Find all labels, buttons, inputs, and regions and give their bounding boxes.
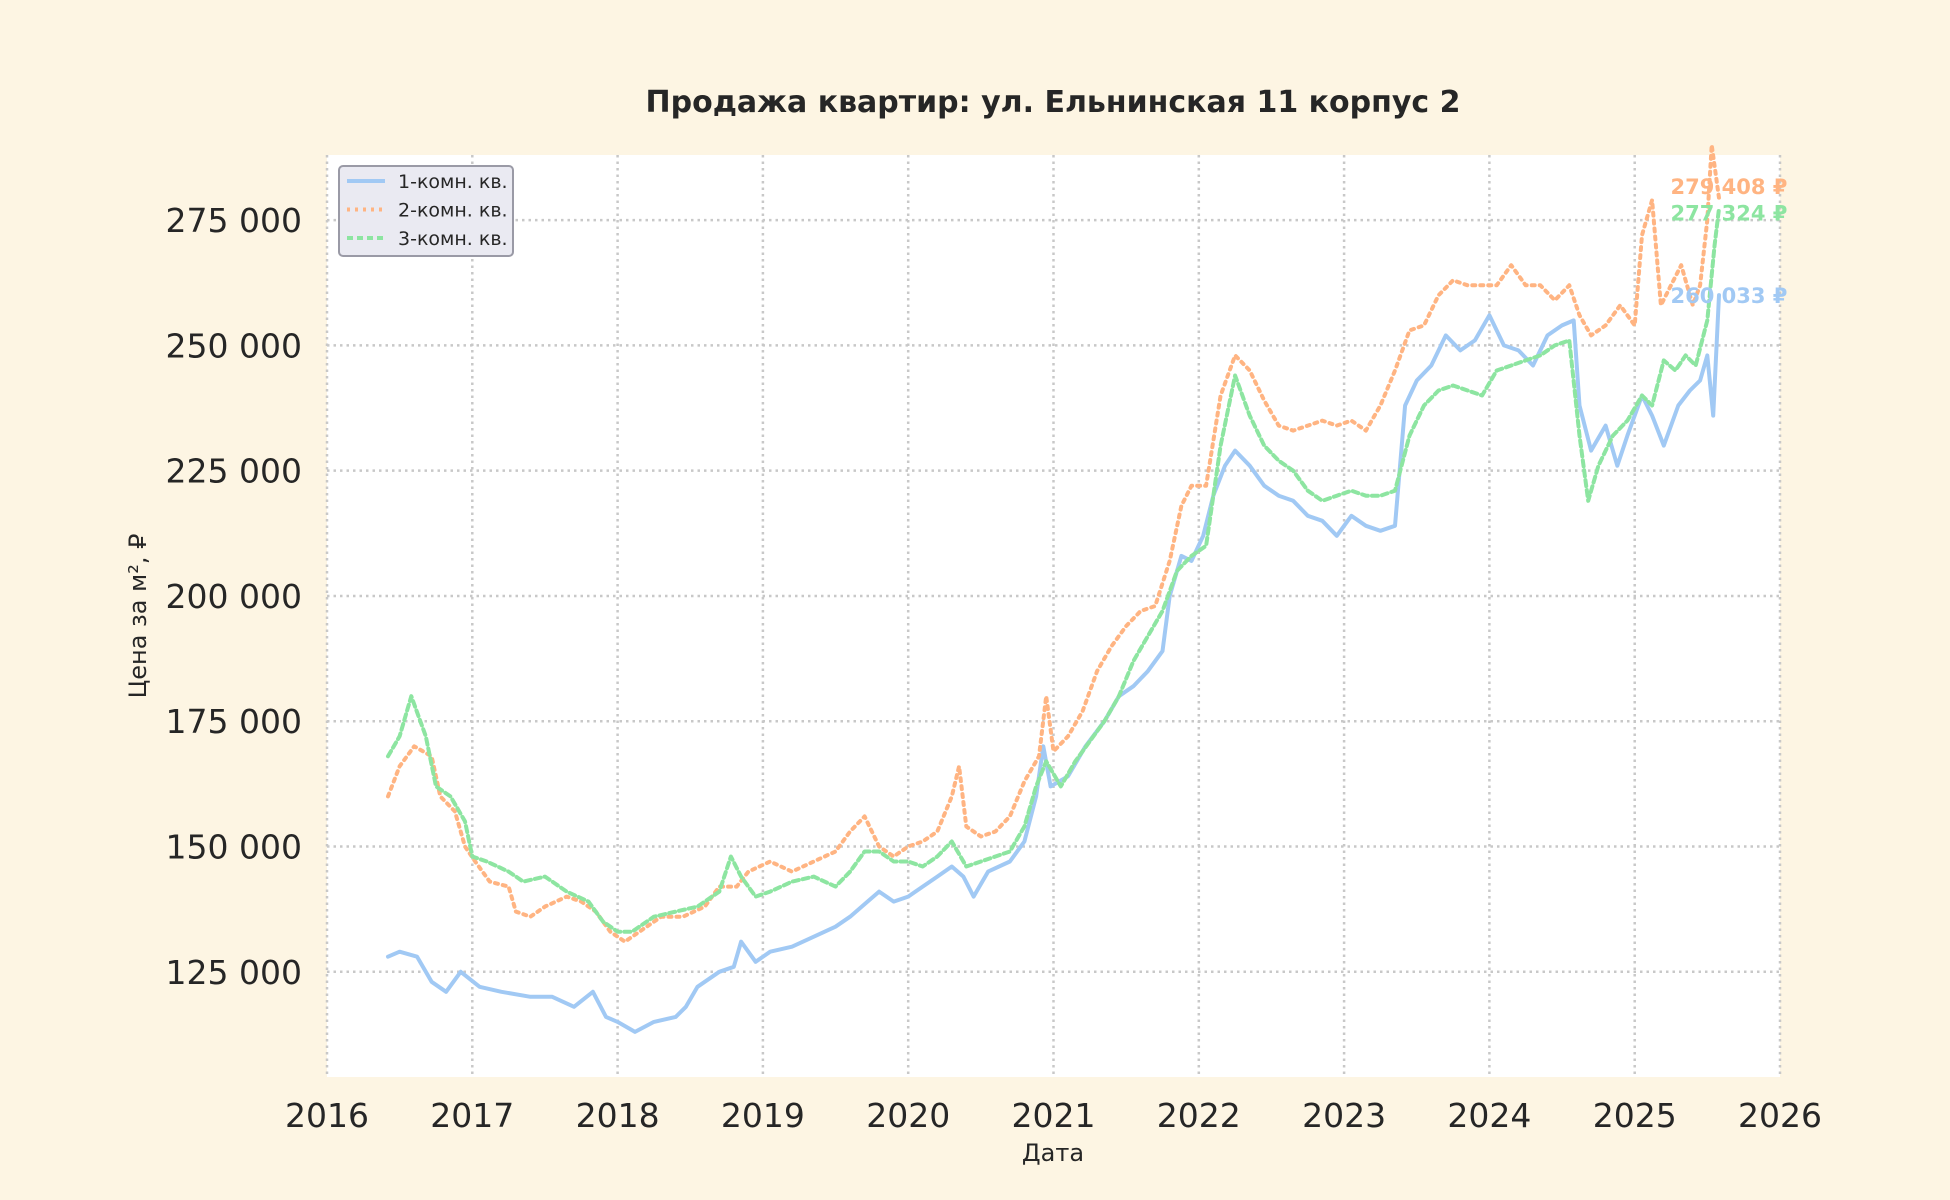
x-tick-label: 2018 — [576, 1096, 660, 1135]
x-axis-label: Дата — [1022, 1139, 1084, 1167]
x-tick-label: 2020 — [866, 1096, 950, 1135]
y-tick-label: 275 000 — [166, 201, 302, 240]
legend-label-2: 2-комн. кв. — [398, 200, 508, 222]
x-tick-label: 2016 — [285, 1096, 369, 1135]
legend: 1-комн. кв. 2-комн. кв. 3-комн. кв. — [338, 165, 514, 257]
y-tick-labels: 125 000 150 000 175 000 200 000 225 000 250 0… — [166, 201, 302, 992]
y-tick-label: 150 000 — [166, 828, 302, 867]
end-label-3: 277 324 ₽ — [1671, 201, 1788, 225]
y-tick-label: 250 000 — [166, 326, 302, 365]
series-lines — [386, 143, 1721, 1034]
x-tick-label: 2017 — [430, 1096, 514, 1135]
grid — [325, 155, 1782, 1077]
y-tick-label: 200 000 — [166, 577, 302, 616]
x-tick-label: 2022 — [1157, 1096, 1241, 1135]
end-label-1: 260 033 ₽ — [1671, 284, 1788, 308]
end-label-2: 279 408 ₽ — [1671, 175, 1788, 199]
y-tick-label: 225 000 — [166, 452, 302, 491]
series-line-2 — [386, 143, 1721, 944]
legend-label-3: 3-комн. кв. — [398, 228, 508, 250]
legend-label-1: 1-комн. кв. — [398, 171, 508, 193]
y-tick-label: 175 000 — [166, 702, 302, 741]
x-tick-label: 2025 — [1593, 1096, 1677, 1135]
x-tick-label: 2024 — [1447, 1096, 1531, 1135]
y-tick-label: 125 000 — [166, 953, 302, 992]
legend-box — [338, 165, 514, 257]
x-tick-label: 2019 — [721, 1096, 805, 1135]
x-tick-label: 2026 — [1738, 1096, 1822, 1135]
series-line-1 — [386, 293, 1721, 1034]
chart-title: Продажа квартир: ул. Ельнинская 11 корпу… — [646, 85, 1461, 120]
x-tick-label: 2021 — [1012, 1096, 1096, 1135]
y-axis-label: Цена за м², ₽ — [124, 534, 152, 699]
end-labels: 260 033 ₽ 279 408 ₽277 324 ₽ — [1671, 175, 1788, 308]
x-tick-label: 2023 — [1302, 1096, 1386, 1135]
series-line-3 — [386, 206, 1721, 934]
x-tick-labels: 2016 2017 2018 2019 2020 2021 2022 2023 2024 2025… — [285, 1096, 1822, 1135]
